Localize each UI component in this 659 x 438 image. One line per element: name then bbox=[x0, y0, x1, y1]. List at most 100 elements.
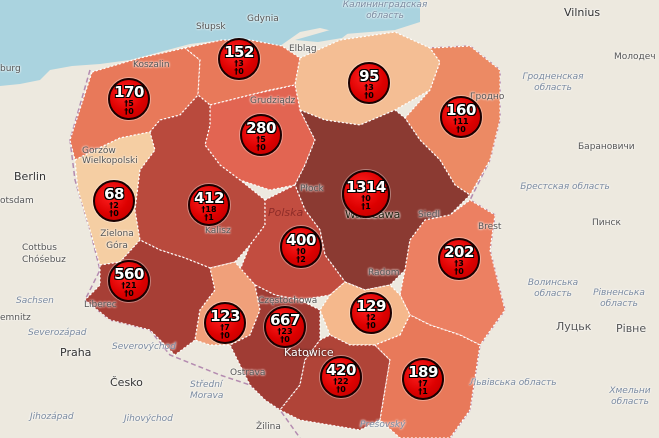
badge-wielkopolskie[interactable]: 412 †18 †1 bbox=[188, 184, 230, 226]
place-hamburg: burg bbox=[0, 64, 21, 74]
place-elblag: Elbląg bbox=[289, 44, 317, 54]
badge-deaths: †22 bbox=[322, 378, 360, 386]
badge-kujawsko-pomorskie[interactable]: 280 †5 †0 bbox=[240, 114, 282, 156]
badge-total: 152 bbox=[224, 43, 254, 61]
badge-malopolskie[interactable]: 420 †22 †0 bbox=[320, 356, 362, 398]
recovered-arrow-icon: † bbox=[124, 289, 129, 298]
badge-total: 1314 bbox=[346, 178, 386, 196]
badge-podkarpackie[interactable]: 189 †7 †1 bbox=[402, 358, 444, 400]
place-gorzow: Gorzów Wielkopolski bbox=[82, 146, 138, 166]
recovered-arrow-icon: † bbox=[418, 387, 423, 396]
badge-zachodniopomorskie[interactable]: 170 †5 †0 bbox=[108, 78, 150, 120]
deaths-arrow-icon: † bbox=[121, 281, 126, 290]
deaths-arrow-icon: † bbox=[201, 205, 206, 214]
badge-recovered: †0 bbox=[242, 144, 280, 152]
badge-lubuskie[interactable]: 68 †2 †0 bbox=[93, 180, 135, 222]
recovered-arrow-icon: † bbox=[256, 143, 261, 152]
recovered-arrow-icon: † bbox=[220, 331, 225, 340]
badge-total: 560 bbox=[114, 265, 144, 283]
badge-pomorskie[interactable]: 152 †3 †0 bbox=[218, 38, 260, 80]
badge-total: 95 bbox=[359, 67, 379, 85]
badge-deaths-value: 7 bbox=[422, 379, 428, 388]
badge-deaths-value: 23 bbox=[281, 327, 293, 336]
badge-total: 202 bbox=[444, 243, 474, 261]
badge-deaths: †7 bbox=[206, 324, 244, 332]
badge-recovered-value: 0 bbox=[460, 125, 466, 134]
place-radom: Radom bbox=[368, 268, 400, 278]
place-khmelnyts-obl: Хмельни область bbox=[609, 386, 651, 407]
badge-recovered-value: 0 bbox=[260, 143, 266, 152]
recovered-arrow-icon: † bbox=[234, 67, 239, 76]
badge-total: 280 bbox=[246, 119, 276, 137]
badge-deaths-value: 0 bbox=[300, 247, 306, 256]
badge-lubelskie[interactable]: 202 †3 †0 bbox=[438, 238, 480, 280]
badge-recovered: †1 bbox=[404, 388, 442, 396]
badge-deaths-value: 21 bbox=[125, 281, 137, 290]
place-cesko: Česko bbox=[110, 376, 143, 389]
place-jihovychod: Jihovýchod bbox=[124, 414, 173, 424]
place-lviv-obl: Львівська область bbox=[469, 378, 557, 388]
place-ostrava: Ostrava bbox=[230, 368, 266, 378]
badge-total: 68 bbox=[104, 185, 124, 203]
recovered-arrow-icon: † bbox=[364, 91, 369, 100]
recovered-arrow-icon: † bbox=[456, 125, 461, 134]
deaths-arrow-icon: † bbox=[256, 135, 261, 144]
badge-deaths: †18 bbox=[190, 206, 228, 214]
place-plock: Płock bbox=[300, 184, 324, 194]
recovered-arrow-icon: † bbox=[280, 335, 285, 344]
place-rivne-obl: Рівненська область bbox=[593, 288, 645, 309]
badge-total: 189 bbox=[408, 363, 438, 381]
place-slupsk: Słupsk bbox=[196, 22, 226, 32]
place-praha: Praha bbox=[60, 346, 92, 359]
badge-recovered: †0 bbox=[110, 290, 148, 298]
badge-recovered-value: 0 bbox=[224, 331, 230, 340]
deaths-arrow-icon: † bbox=[453, 117, 458, 126]
badge-podlaskie[interactable]: 160 †11 †0 bbox=[440, 96, 482, 138]
badge-recovered: †2 bbox=[282, 256, 320, 264]
badge-total: 412 bbox=[194, 189, 224, 207]
place-vilnius: Vilnius bbox=[564, 6, 601, 19]
recovered-arrow-icon: † bbox=[361, 202, 366, 211]
place-brest-obl: Брестская область bbox=[520, 182, 610, 192]
badge-recovered: †1 bbox=[344, 203, 388, 211]
badge-deaths-value: 3 bbox=[368, 83, 374, 92]
badge-recovered: †0 bbox=[206, 332, 244, 340]
deaths-arrow-icon: † bbox=[277, 327, 282, 336]
badge-recovered: †0 bbox=[442, 126, 480, 134]
place-lutsk: Луцьк bbox=[556, 320, 592, 333]
badge-recovered-value: 1 bbox=[365, 202, 371, 211]
badge-dolnoslaskie[interactable]: 560 †21 †0 bbox=[108, 260, 150, 302]
place-koszalin: Koszalin bbox=[133, 60, 170, 70]
place-baranovichi: Барановичи bbox=[578, 142, 635, 152]
badge-deaths: †5 bbox=[242, 136, 280, 144]
badge-warminsko-mazurskie[interactable]: 95 †3 †0 bbox=[348, 62, 390, 104]
badge-recovered-value: 0 bbox=[113, 209, 119, 218]
badge-opolskie[interactable]: 123 †7 †0 bbox=[204, 302, 246, 344]
badge-recovered: †0 bbox=[440, 268, 478, 276]
place-berlin: Berlin bbox=[14, 170, 46, 183]
badge-deaths: †0 bbox=[282, 248, 320, 256]
badge-slaskie[interactable]: 667 †23 †0 bbox=[264, 306, 306, 348]
badge-deaths-value: 22 bbox=[337, 377, 349, 386]
badge-lodzkie[interactable]: 400 †0 †2 bbox=[280, 226, 322, 268]
badge-total: 667 bbox=[270, 311, 300, 329]
region-wielkopolskie[interactable] bbox=[134, 94, 266, 269]
place-zilina: Žilina bbox=[256, 422, 281, 432]
badge-recovered-value: 0 bbox=[238, 67, 244, 76]
badge-total: 170 bbox=[114, 83, 144, 101]
deaths-arrow-icon: † bbox=[333, 377, 338, 386]
badge-total: 160 bbox=[446, 101, 476, 119]
place-gdynia: Gdynia bbox=[247, 14, 279, 24]
badge-deaths-value: 7 bbox=[224, 323, 230, 332]
badge-mazowieckie[interactable]: 1314 †0 †1 bbox=[342, 170, 390, 218]
deaths-arrow-icon: † bbox=[418, 379, 423, 388]
place-stredni-morava: Střední Morava bbox=[190, 380, 224, 401]
place-sachsen: Sachsen bbox=[16, 296, 54, 306]
badge-deaths: †3 bbox=[220, 60, 258, 68]
badge-swietokrzyskie[interactable]: 129 †2 †0 bbox=[350, 292, 392, 334]
place-severovychod: Severovýchod bbox=[112, 342, 176, 352]
deaths-arrow-icon: † bbox=[220, 323, 225, 332]
place-chemnitz: emnitz bbox=[0, 313, 31, 323]
badge-recovered-value: 0 bbox=[368, 91, 374, 100]
